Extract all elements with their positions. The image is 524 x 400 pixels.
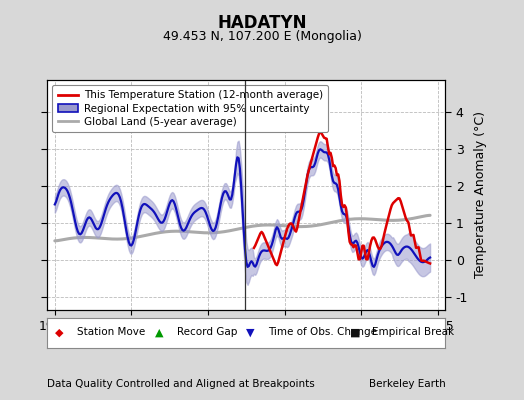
Text: Berkeley Earth: Berkeley Earth [369, 379, 445, 389]
Text: ■: ■ [350, 327, 361, 338]
Text: ▲: ▲ [155, 327, 163, 338]
Text: Record Gap: Record Gap [177, 327, 237, 338]
Text: Empirical Break: Empirical Break [372, 327, 454, 338]
Text: HADATYN: HADATYN [217, 14, 307, 32]
Text: Time of Obs. Change: Time of Obs. Change [268, 327, 377, 338]
Y-axis label: Temperature Anomaly (°C): Temperature Anomaly (°C) [474, 112, 487, 278]
Text: ◆: ◆ [55, 327, 63, 338]
Text: ▼: ▼ [246, 327, 255, 338]
Text: 49.453 N, 107.200 E (Mongolia): 49.453 N, 107.200 E (Mongolia) [162, 30, 362, 43]
Text: Data Quality Controlled and Aligned at Breakpoints: Data Quality Controlled and Aligned at B… [47, 379, 315, 389]
Text: Station Move: Station Move [77, 327, 145, 338]
Legend: This Temperature Station (12-month average), Regional Expectation with 95% uncer: This Temperature Station (12-month avera… [52, 85, 328, 132]
